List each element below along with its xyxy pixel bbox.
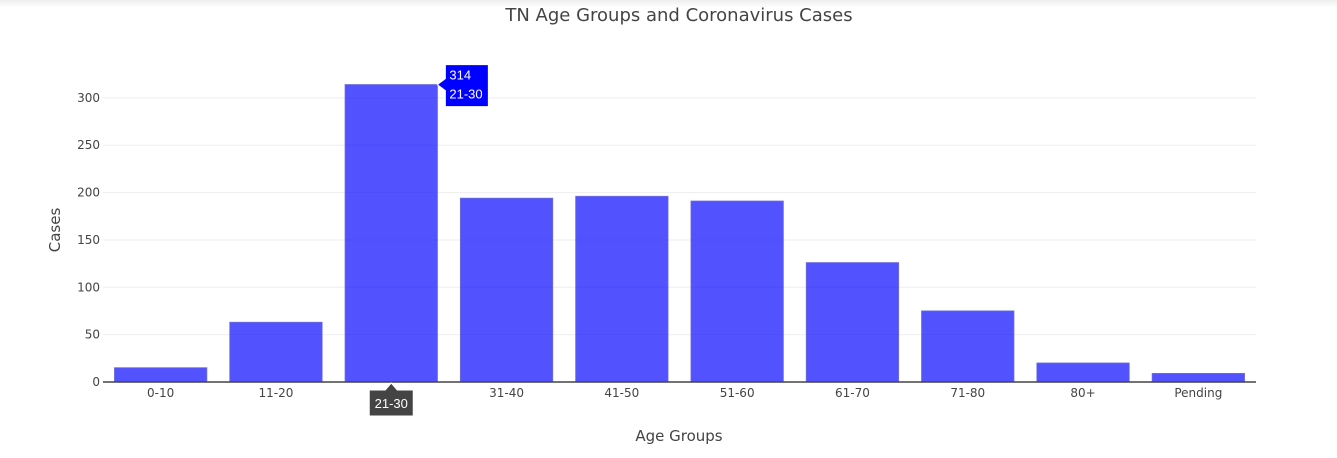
hover-value: 314 [449,68,471,83]
y-tick-label: 200 [77,186,100,200]
bar-80+[interactable] [1036,362,1130,383]
bar-0-10[interactable] [114,367,208,383]
x-tick-label: 41-50 [604,386,639,400]
hover-tooltip: 314 21-30 21-30 [368,64,489,417]
y-tick-label: 250 [77,138,100,152]
gridlines [103,97,1256,336]
bar-21-30[interactable] [344,84,438,383]
bar-Pending[interactable] [1151,372,1245,383]
y-tick-label: 150 [77,233,100,247]
y-tick-label: 0 [92,375,100,389]
x-tick-label: 11-20 [259,386,294,400]
bar-61-70[interactable] [805,262,900,383]
y-tick-label: 50 [85,328,100,342]
y-tick-label: 300 [77,91,100,105]
bar-31-40[interactable] [459,197,554,383]
bar-41-50[interactable] [575,195,669,383]
x-tick-label: 71-80 [950,386,985,400]
top-shadow [0,0,1337,8]
hover-category: 21-30 [449,87,482,102]
x-tick-label: 80+ [1070,386,1095,400]
bar-71-80[interactable] [921,310,1015,383]
bar-51-60[interactable] [690,200,784,383]
bars[interactable] [114,84,1245,383]
x-tick-label: 61-70 [835,386,870,400]
x-tick-label: 0-10 [147,386,174,400]
x-tick-label: 31-40 [489,386,524,400]
bar-11-20[interactable] [229,321,323,383]
x-tick-label: 51-60 [720,386,755,400]
hover-axis-label-box [368,382,414,417]
chart-title: TN Age Groups and Coronavirus Cases [504,5,852,26]
x-tick-labels: 0-10 11-20 31-40 41-50 51-60 61-70 71-80 80+ Pen… [147,386,1222,400]
y-axis-title: Cases [46,208,64,253]
x-tick-label: Pending [1174,386,1222,400]
x-axis-title: Age Groups [635,427,722,445]
hover-axis-label: 21-30 [375,396,408,411]
y-tick-label: 100 [77,280,100,294]
hover-value-box [436,64,489,108]
y-tick-labels: 0 50 100 150 200 250 300 [77,91,100,389]
